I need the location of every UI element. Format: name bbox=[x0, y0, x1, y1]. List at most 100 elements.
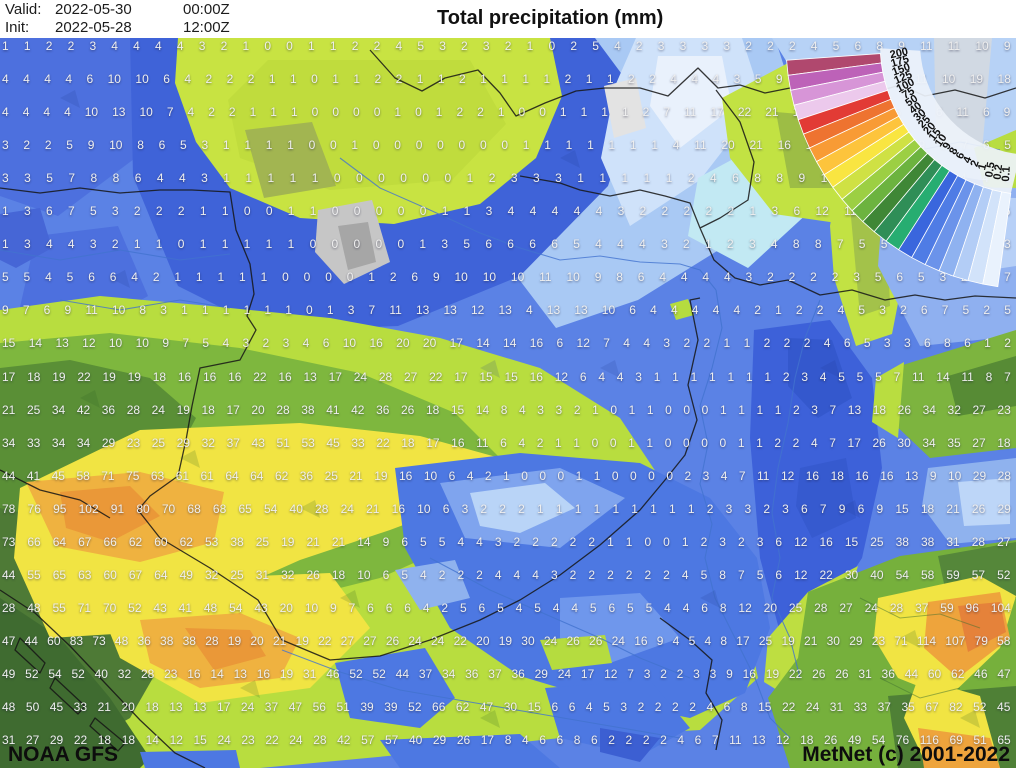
grid-value: 1 bbox=[501, 72, 508, 87]
grid-value: 3 bbox=[661, 237, 668, 252]
grid-value: 2 bbox=[351, 39, 359, 53]
grid-value: 9 bbox=[775, 72, 783, 87]
grid-value: 11 bbox=[694, 138, 707, 153]
grid-value: 7 bbox=[941, 303, 949, 318]
grid-value: 1 bbox=[221, 237, 229, 252]
grid-value: 12 bbox=[780, 468, 795, 483]
grid-value: 59 bbox=[940, 600, 954, 615]
grid-value: 59 bbox=[946, 567, 960, 582]
grid-value: 2 bbox=[476, 567, 483, 582]
grid-value: 57 bbox=[361, 733, 375, 748]
grid-value: 5 bbox=[534, 600, 541, 615]
grid-value: 3 bbox=[555, 171, 562, 186]
grid-row: 21 25 34 42 36 28 24 19 18 17 20 28 38 41 42 36 26 18 15 14… bbox=[2, 402, 1011, 418]
grid-value: 0 bbox=[311, 72, 318, 87]
grid-value: 38 bbox=[160, 633, 174, 648]
grid-value: 29 bbox=[432, 733, 447, 748]
grid-value: 13 bbox=[415, 303, 430, 318]
grid-value: 2 bbox=[44, 138, 52, 153]
grid-value: 55 bbox=[52, 600, 66, 615]
grid-value: 39 bbox=[384, 700, 398, 714]
grid-value: 43 bbox=[251, 435, 265, 450]
grid-value: 4 bbox=[513, 567, 521, 582]
grid-value: 41 bbox=[178, 600, 192, 615]
grid-value: 19 bbox=[374, 468, 388, 483]
grid-value: 44 bbox=[2, 468, 16, 483]
grid-value: 19 bbox=[295, 633, 309, 648]
grid-value: 36 bbox=[881, 666, 895, 681]
grid-value: 38 bbox=[920, 534, 935, 549]
grid-value: 11 bbox=[85, 303, 98, 318]
grid-value: 96 bbox=[965, 600, 979, 615]
grid-value: 3 bbox=[748, 237, 756, 252]
grid-value: 4 bbox=[960, 171, 967, 186]
grid-value: 34 bbox=[922, 435, 936, 450]
grid-value: 3 bbox=[643, 666, 651, 681]
grid-value: 54 bbox=[263, 501, 278, 516]
grid-value: 4 bbox=[532, 567, 539, 582]
grid-value: 3 bbox=[537, 402, 544, 417]
grid-value: 5 bbox=[573, 237, 580, 252]
grid-value: 21 bbox=[2, 402, 16, 417]
grid-value: 10 bbox=[601, 303, 616, 318]
grid-value: 58 bbox=[76, 468, 90, 483]
grid-value: 3 bbox=[709, 666, 717, 681]
grid-value: 9 bbox=[64, 303, 72, 318]
grid-value: 66 bbox=[27, 534, 41, 549]
grid-value: 4 bbox=[585, 700, 593, 714]
grid-value: 3 bbox=[924, 237, 932, 252]
grid-value: 9 bbox=[594, 270, 602, 285]
grid-value: 14 bbox=[210, 666, 224, 681]
grid-row: 15 14 13 12 10 10 9 7 5 4 3 2 3 4 6 10 16 20 20 17 14 14 16 6 12… bbox=[2, 335, 1011, 351]
grid-value: 16 bbox=[256, 666, 271, 681]
valid-time: 00:00Z bbox=[183, 1, 230, 18]
grid-value: 6 bbox=[448, 468, 456, 483]
grid-value: 2 bbox=[788, 39, 796, 53]
grid-value: 12 bbox=[470, 303, 485, 318]
grid-value: 6 bbox=[875, 138, 883, 153]
grid-value: 1 bbox=[577, 171, 584, 186]
grid-value: 32 bbox=[117, 666, 132, 681]
grid-value: 2 bbox=[133, 204, 141, 219]
grid-value: 1 bbox=[217, 270, 225, 285]
grid-value: 5 bbox=[962, 303, 970, 318]
grid-value: 22 bbox=[265, 733, 279, 748]
grid-value: 1 bbox=[756, 402, 764, 417]
grid-value: 57 bbox=[385, 733, 399, 748]
grid-row: 44 41 45 58 71 75 63 61 61 64 64 62 36 25 21 19 16 10 6 4 2 1… bbox=[2, 468, 1011, 484]
grid-value: 19 bbox=[765, 666, 780, 681]
grid-value: 1 bbox=[612, 501, 620, 516]
grid-value: 2 bbox=[438, 567, 446, 582]
grid-value: 4 bbox=[639, 237, 646, 252]
grid-value: 1 bbox=[522, 72, 530, 87]
grid-value: 1 bbox=[285, 303, 292, 318]
grid-value: 1 bbox=[544, 138, 551, 153]
grid-value: 1 bbox=[621, 105, 629, 120]
grid-value: 6 bbox=[959, 204, 967, 219]
grid-value: 12 bbox=[968, 237, 982, 252]
grid-value: 3 bbox=[617, 204, 625, 219]
grid-value: 15 bbox=[2, 336, 16, 351]
grid-value: 0 bbox=[539, 468, 547, 483]
grid-value: 16 bbox=[819, 105, 834, 120]
grid-value: 1 bbox=[265, 138, 273, 153]
grid-value: 4 bbox=[179, 171, 186, 186]
grid-value: 30 bbox=[897, 435, 911, 450]
grid-value: 2 bbox=[395, 72, 403, 87]
grid-value: 3 bbox=[723, 39, 731, 53]
grid-value: 1 bbox=[222, 303, 230, 318]
grid-value: 56 bbox=[312, 700, 326, 714]
grid-value: 4 bbox=[670, 303, 678, 318]
grid-value: 5 bbox=[202, 336, 210, 351]
grid-value: 5 bbox=[894, 105, 902, 120]
grid-value: 48 bbox=[27, 600, 41, 615]
grid-value: 2 bbox=[637, 700, 645, 714]
grid-value: 17 bbox=[454, 369, 468, 384]
grid-value: 9 bbox=[1003, 39, 1011, 53]
grid-value: 0 bbox=[683, 402, 691, 417]
grid-value: 26 bbox=[812, 666, 826, 681]
grid-value: 1 bbox=[290, 105, 298, 120]
grid-value: 25 bbox=[255, 534, 270, 549]
grid-value: 19 bbox=[498, 633, 513, 648]
grid-value: 2 bbox=[389, 270, 397, 285]
